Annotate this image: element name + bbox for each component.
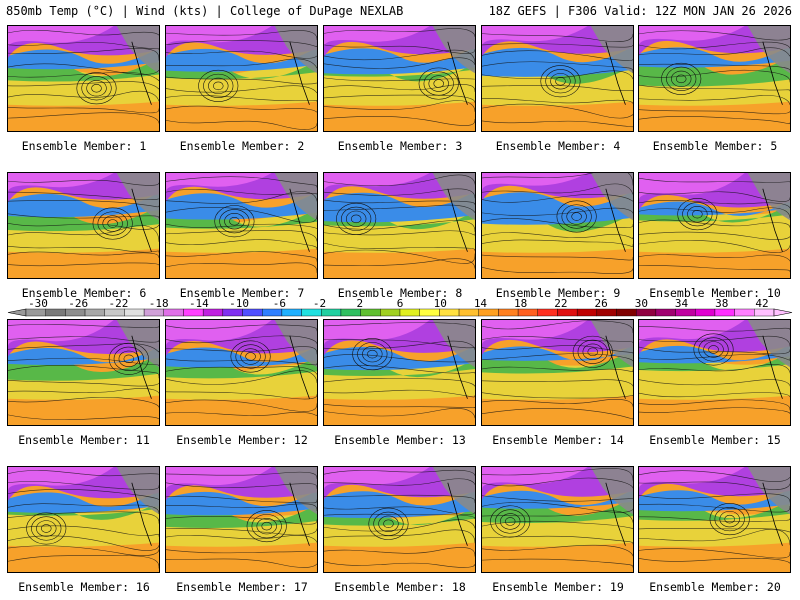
colorbar-tick-label: -14 [188,297,209,310]
ensemble-map-panel [7,466,160,573]
colorbar-tick-label: 38 [715,297,729,310]
ensemble-map-panel [7,319,160,426]
ensemble-map-panel [638,466,791,573]
colorbar-tick-label: -6 [272,297,286,310]
colorbar-tick-label: 2 [356,297,364,310]
colorbar-tick-label: 10 [433,297,447,310]
ensemble-map-panel [323,172,476,279]
colorbar-tick-label: -2 [312,297,327,310]
ensemble-map-panel [165,319,318,426]
ensemble-member-label: Ensemble Member: 18 [334,580,466,594]
ensemble-member-label: Ensemble Member: 8 [337,286,463,300]
ensemble-member-label: Ensemble Member: 16 [18,580,150,594]
ensemble-map-panel [323,25,476,132]
ensemble-member-label: Ensemble Member: 13 [334,433,466,447]
ensemble-map-panel [7,172,160,279]
colorbar-tick-label: 42 [755,297,769,310]
ensemble-member-label: Ensemble Member: 7 [179,286,305,300]
temperature-colorbar [7,308,793,317]
colorbar-tick-label: 34 [674,297,689,310]
ensemble-member-label: Ensemble Member: 10 [649,286,781,300]
colorbar-tick-label: 30 [634,297,648,310]
colorbar-tick-label: -22 [108,297,129,310]
colorbar-tick-label: -26 [68,297,89,310]
colorbar-tick-label: 22 [554,297,568,310]
ensemble-member-label: Ensemble Member: 9 [495,286,621,300]
ensemble-member-label: Ensemble Member: 5 [652,139,778,153]
ensemble-map-panel [165,172,318,279]
run-valid-time: 18Z GEFS | F306 Valid: 12Z MON JAN 26 20… [488,4,792,18]
ensemble-member-label: Ensemble Member: 12 [176,433,308,447]
ensemble-member-label: Ensemble Member: 19 [492,580,624,594]
ensemble-map-panel [323,466,476,573]
ensemble-map-panel [165,25,318,132]
chart-title: 850mb Temp (°C) | Wind (kts) | College o… [6,4,404,18]
ensemble-map-panel [638,319,791,426]
ensemble-member-label: Ensemble Member: 20 [649,580,781,594]
ensemble-map-panel [165,466,318,573]
ensemble-map-panel [481,319,634,426]
ensemble-map-panel [481,25,634,132]
colorbar-tick-label: 6 [396,297,404,310]
ensemble-map-panel [638,172,791,279]
ensemble-map-panel [638,25,791,132]
ensemble-member-label: Ensemble Member: 6 [21,286,147,300]
ensemble-member-label: Ensemble Member: 17 [176,580,308,594]
ensemble-member-label: Ensemble Member: 1 [21,139,147,153]
colorbar-tick-label: -30 [28,297,48,310]
colorbar-tick-label: -18 [148,297,169,310]
ensemble-map-panel [481,172,634,279]
ensemble-member-label: Ensemble Member: 2 [179,139,305,153]
ensemble-member-label: Ensemble Member: 3 [337,139,463,153]
ensemble-member-label: Ensemble Member: 15 [649,433,781,447]
ensemble-member-label: Ensemble Member: 14 [492,433,624,447]
colorbar-tick-label: 14 [473,297,488,310]
ensemble-map-panel [481,466,634,573]
colorbar-tick-label: 18 [514,297,528,310]
ensemble-member-label: Ensemble Member: 11 [18,433,150,447]
colorbar-tick-label: -10 [229,297,250,310]
ensemble-map-panel [7,25,160,132]
colorbar-tick-label: 26 [594,297,608,310]
ensemble-member-label: Ensemble Member: 4 [495,139,621,153]
ensemble-map-panel [323,319,476,426]
